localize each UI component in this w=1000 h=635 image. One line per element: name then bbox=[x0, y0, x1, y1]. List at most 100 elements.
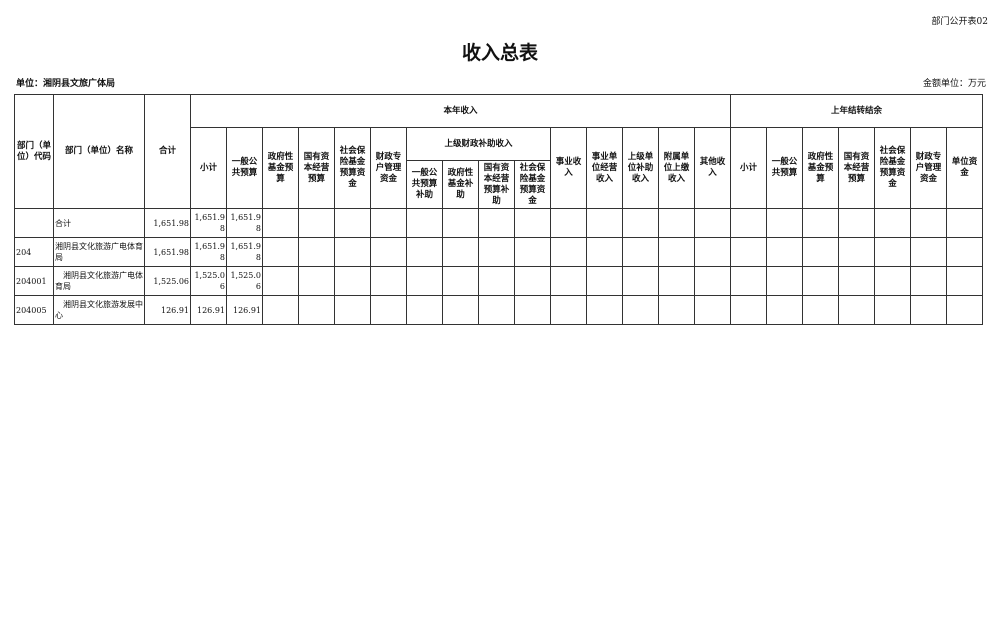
header-this-year-col: 上级单位补助收入 bbox=[622, 127, 659, 209]
cell-empty bbox=[730, 208, 767, 238]
page-title: 收入总表 bbox=[461, 42, 538, 64]
header-last-year-col: 单位资金 bbox=[946, 127, 983, 209]
cell-empty bbox=[550, 208, 587, 238]
cell-empty bbox=[658, 295, 695, 325]
table-row: 204001 湘阴县文化旅游广电体育局 1,525.06 1,525.06 1,525… bbox=[14, 266, 983, 296]
cell-empty bbox=[298, 266, 335, 296]
header-last-year-col: 小计 bbox=[730, 127, 767, 209]
cell-empty bbox=[262, 237, 299, 267]
header-last-year-col: 社会保险基金预算资金 bbox=[874, 127, 911, 209]
cell-empty bbox=[442, 208, 479, 238]
header-this-year-col: 国有资本经营预算 bbox=[298, 127, 335, 209]
cell-empty bbox=[694, 266, 731, 296]
header-this-year-col: 一般公共预算 bbox=[226, 127, 263, 209]
cell-empty bbox=[802, 295, 839, 325]
cell-empty bbox=[730, 266, 767, 296]
cell-name: 湘阴县文化旅游广电体育局 bbox=[53, 237, 145, 267]
header-this-year-col: 财政专户管理资金 bbox=[370, 127, 407, 209]
doc-code: 部门公开表02 bbox=[931, 17, 988, 27]
cell-empty bbox=[874, 266, 911, 296]
cell-empty bbox=[478, 266, 515, 296]
cell-empty bbox=[442, 266, 479, 296]
cell-empty bbox=[586, 237, 623, 267]
cell-empty bbox=[910, 208, 947, 238]
cell-code bbox=[14, 208, 54, 238]
cell-empty bbox=[622, 295, 659, 325]
header-last-year-col: 国有资本经营预算 bbox=[838, 127, 875, 209]
cell-empty bbox=[478, 208, 515, 238]
header-this-year-col: 小计 bbox=[190, 127, 227, 209]
cell-empty bbox=[262, 266, 299, 296]
cell-empty bbox=[838, 237, 875, 267]
cell-empty bbox=[370, 237, 407, 267]
cell-name: 湘阴县文化旅游发展中心 bbox=[53, 295, 145, 325]
header-this-year-col: 社会保险基金预算资金 bbox=[334, 127, 371, 209]
cell-empty bbox=[262, 295, 299, 325]
cell-empty bbox=[550, 295, 587, 325]
cell-name: 湘阴县文化旅游广电体育局 bbox=[53, 266, 145, 296]
cell-empty bbox=[766, 266, 803, 296]
income-table: 部门（单位）代码 部门（单位）名称 合计 本年收入 上年结转结余 小计 一般公共预… bbox=[14, 94, 983, 325]
cell-empty bbox=[334, 237, 371, 267]
cell-empty bbox=[802, 208, 839, 238]
cell-general: 1,525.06 bbox=[226, 266, 263, 296]
cell-name: 合计 bbox=[53, 208, 145, 238]
cell-empty bbox=[586, 295, 623, 325]
cell-empty bbox=[550, 237, 587, 267]
cell-total: 1,651.98 bbox=[144, 237, 191, 267]
cell-empty bbox=[298, 295, 335, 325]
header-subsidy-col: 一般公共预算补助 bbox=[406, 160, 443, 209]
cell-empty bbox=[514, 208, 551, 238]
header-last-year: 上年结转结余 bbox=[730, 94, 983, 128]
cell-empty bbox=[298, 237, 335, 267]
cell-empty bbox=[622, 237, 659, 267]
cell-empty bbox=[262, 208, 299, 238]
cell-empty bbox=[694, 208, 731, 238]
cell-empty bbox=[730, 295, 767, 325]
cell-empty bbox=[910, 295, 947, 325]
cell-empty bbox=[694, 237, 731, 267]
cell-empty bbox=[802, 266, 839, 296]
cell-code: 204005 bbox=[14, 295, 54, 325]
cell-empty bbox=[658, 208, 695, 238]
cell-subtotal: 1,651.98 bbox=[190, 237, 227, 267]
cell-empty bbox=[622, 266, 659, 296]
cell-empty bbox=[910, 266, 947, 296]
cell-empty bbox=[514, 295, 551, 325]
cell-empty bbox=[442, 237, 479, 267]
header-this-year-col: 事业收入 bbox=[550, 127, 587, 209]
header-this-year-col: 附属单位上缴收入 bbox=[658, 127, 695, 209]
cell-empty bbox=[478, 295, 515, 325]
cell-empty bbox=[874, 237, 911, 267]
cell-empty bbox=[586, 208, 623, 238]
header-name: 部门（单位）名称 bbox=[53, 94, 145, 209]
cell-empty bbox=[802, 237, 839, 267]
cell-total: 1,651.98 bbox=[144, 208, 191, 238]
cell-empty bbox=[838, 266, 875, 296]
cell-empty bbox=[586, 266, 623, 296]
cell-empty bbox=[838, 295, 875, 325]
cell-general: 1,651.98 bbox=[226, 237, 263, 267]
table-row: 合计 1,651.98 1,651.98 1,651.98 bbox=[14, 208, 983, 238]
cell-empty bbox=[370, 295, 407, 325]
cell-empty bbox=[874, 208, 911, 238]
header-this-year-col: 事业单位经营收入 bbox=[586, 127, 623, 209]
cell-empty bbox=[766, 295, 803, 325]
cell-empty bbox=[622, 208, 659, 238]
cell-empty bbox=[514, 237, 551, 267]
cell-empty bbox=[910, 237, 947, 267]
cell-empty bbox=[406, 208, 443, 238]
cell-empty bbox=[946, 266, 983, 296]
table-row: 204 湘阴县文化旅游广电体育局 1,651.98 1,651.98 1,651.98 bbox=[14, 237, 983, 267]
cell-empty bbox=[334, 266, 371, 296]
cell-code: 204001 bbox=[14, 266, 54, 296]
header-subsidy-col: 政府性基金补助 bbox=[442, 160, 479, 209]
cell-empty bbox=[406, 237, 443, 267]
header-this-year-col: 其他收入 bbox=[694, 127, 731, 209]
header-total: 合计 bbox=[144, 94, 191, 209]
cell-empty bbox=[874, 295, 911, 325]
cell-total: 126.91 bbox=[144, 295, 191, 325]
cell-subtotal: 126.91 bbox=[190, 295, 227, 325]
header-subsidy-col: 社会保险基金预算资金 bbox=[514, 160, 551, 209]
cell-empty bbox=[406, 295, 443, 325]
